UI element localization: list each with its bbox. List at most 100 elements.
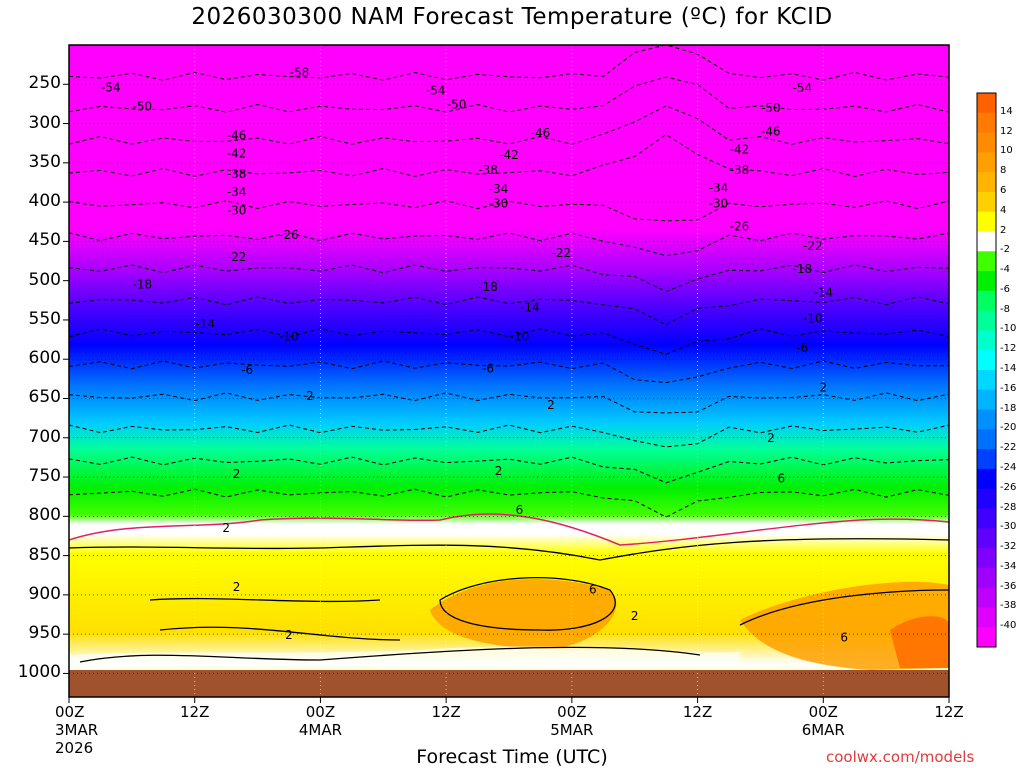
isotherm-dashed: [69, 105, 949, 145]
colorbar-swatch: [977, 488, 996, 509]
contour-label: -50: [447, 98, 467, 112]
isotherm-dashed: [69, 392, 949, 414]
y-tick-label: 350: [28, 151, 61, 172]
ground-surface: [69, 670, 949, 697]
x-tick-label: 12Z: [416, 703, 476, 721]
y-tick-label: 550: [28, 308, 61, 329]
contour-label: 2: [631, 609, 639, 623]
y-tick-label: 250: [28, 73, 61, 94]
freezing-line: [69, 513, 949, 546]
colorbar-label: 12: [1000, 125, 1013, 137]
contour-label: -54: [101, 80, 121, 94]
isotherm-dashed: [69, 456, 949, 484]
colorbar-swatch: [977, 231, 996, 252]
contour-label: -18: [478, 280, 498, 294]
isotherm-solid: [439, 577, 616, 631]
colorbar-label: -12: [1000, 343, 1017, 355]
colorbar-swatch: [977, 627, 996, 648]
colorbar-label: -32: [1000, 541, 1017, 553]
colorbar-swatch: [977, 528, 996, 549]
contour-label: -14: [813, 285, 833, 299]
chart-title: 2026030300 NAM Forecast Temperature (ºC)…: [191, 4, 833, 30]
contour-label: 6: [589, 582, 597, 596]
colorbar-label: -22: [1000, 442, 1017, 454]
colorbar-label: -26: [1000, 481, 1017, 493]
plot-frame: [68, 44, 950, 698]
contour-label: -46: [761, 124, 781, 138]
contour-label: 2: [222, 521, 230, 535]
contour-label: -14: [520, 300, 540, 314]
contour-label: -38: [730, 163, 750, 177]
colorbar-label: -10: [1000, 323, 1017, 335]
contour-label: 2: [767, 431, 775, 445]
y-tick-label: 950: [28, 623, 61, 644]
x-tick-label: 12Z: [668, 703, 728, 721]
contour-label: -46: [531, 126, 551, 140]
contour-label: -18: [133, 278, 153, 292]
isotherm-dashed: [69, 232, 949, 257]
warm-region: [430, 578, 617, 649]
x-tick-label-line1: 00Z: [557, 703, 587, 721]
colorbar-label: -14: [1000, 363, 1017, 374]
credit-link[interactable]: coolwx.com/models: [826, 748, 975, 766]
colorbar-label: -2: [1000, 244, 1010, 256]
colorbar-swatch: [977, 468, 996, 490]
colorbar-swatch: [977, 93, 996, 114]
colorbar-label: 4: [1000, 204, 1007, 216]
contour-label: -46: [227, 128, 247, 142]
y-tick-label: 600: [28, 348, 61, 369]
contour-label: -34: [709, 181, 729, 195]
contour-label: -42: [730, 142, 750, 156]
colorbar-swatch: [977, 587, 996, 608]
contour-label: -26: [730, 219, 750, 233]
colorbar-swatch: [977, 271, 996, 292]
y-tick-label: 700: [28, 426, 61, 447]
colorbar-swatch: [977, 132, 996, 153]
y-tick-label: 750: [28, 466, 61, 487]
colorbar-label: 10: [1000, 145, 1013, 157]
contour-label: -22: [803, 239, 823, 253]
contour-label: 2: [285, 628, 293, 642]
x-tick-label-line1: 00Z: [55, 703, 85, 721]
colorbar-swatch: [977, 567, 996, 589]
contour-label: -42: [499, 148, 519, 162]
colorbar-swatch: [977, 449, 996, 470]
isotherm-dashed: [69, 296, 949, 326]
isotherm-dashed: [69, 360, 949, 384]
x-axis-label: Forecast Time (UTC): [416, 746, 608, 768]
contour-label: 2: [233, 580, 241, 594]
colorbar-swatch: [977, 152, 996, 173]
isotherm-dashed: [69, 488, 949, 518]
contour-label: 6: [516, 503, 524, 517]
contour-label: -54: [793, 81, 813, 95]
x-tick-label: 00Z 6MAR: [793, 703, 853, 739]
colorbar-label: -28: [1000, 501, 1017, 513]
isotherm-solid: [159, 626, 401, 641]
contour-label: -30: [709, 197, 729, 211]
colorbar-swatch: [977, 548, 996, 569]
contour-label: -30: [489, 197, 509, 211]
x-tick-label: 12Z: [165, 703, 225, 721]
isotherm-dashed: [69, 76, 949, 113]
y-tick-label: 450: [28, 230, 61, 251]
contour-label: -22: [227, 250, 247, 264]
colorbar-label: -38: [1000, 600, 1017, 612]
colorbar-swatch: [977, 330, 996, 351]
colorbar-swatch: [977, 607, 996, 628]
colorbar-swatch: [977, 310, 996, 331]
y-tick-label: 800: [28, 505, 61, 526]
colorbar-label: 2: [1000, 224, 1007, 236]
contour-label: -34: [227, 185, 247, 199]
contour-label: -18: [793, 262, 813, 276]
contour-label: 2: [495, 464, 503, 478]
contour-label: 2: [819, 380, 827, 394]
isotherm-dashed: [69, 133, 949, 178]
isotherm-solid: [149, 597, 381, 603]
x-tick-label-line1: 00Z: [808, 703, 838, 721]
contour-label: -30: [227, 204, 247, 218]
y-tick-label: 900: [28, 583, 61, 604]
colorbar-swatch: [977, 112, 996, 134]
contour-label: -34: [489, 182, 509, 196]
colorbar-label: -16: [1000, 382, 1017, 394]
